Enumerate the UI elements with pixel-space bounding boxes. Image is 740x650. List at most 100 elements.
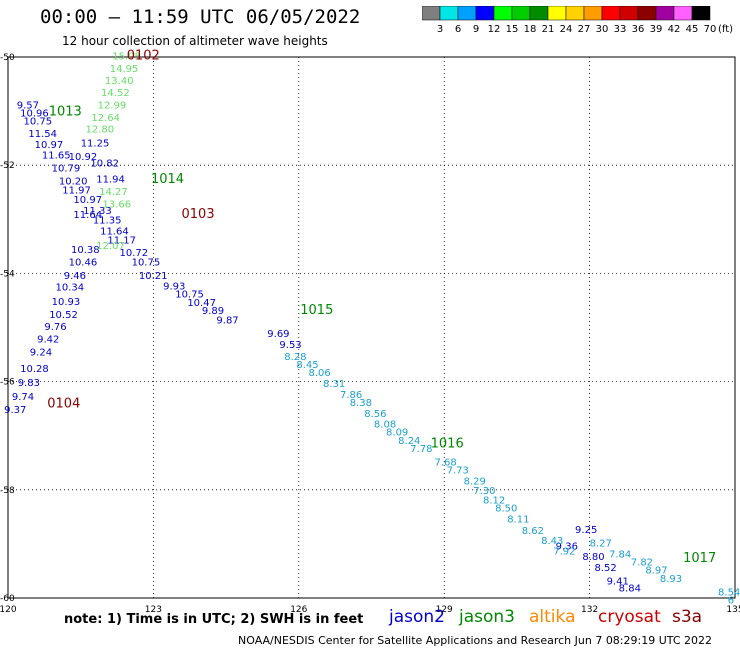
wave-height-label: 10.28 [20,364,49,375]
wave-height-label: 8.97 [645,566,667,577]
wave-height-label: 7.92 [553,547,575,558]
y-tick-label: -52 [0,161,15,171]
wave-height-label: 8.43 [541,536,563,547]
wave-height-label: 8.31 [323,379,345,390]
y-tick-label: -54 [0,269,15,279]
wave-height-label: 7.82 [631,558,653,569]
colorbar-label: 3 [437,24,443,34]
wave-height-label: 15.05 [112,52,141,63]
wave-height-label: 10.79 [52,164,81,175]
colorbar-swatch [691,6,711,21]
colorbar-label: 24 [560,24,573,34]
wave-height-label: 8.12 [483,495,505,506]
wave-height-label: 9.89 [202,306,224,317]
wave-height-label: 8.54 [718,587,740,598]
wave-height-label: 8.84 [619,584,641,595]
colorbar-label: 27 [578,24,591,34]
wave-height-label: 9.76 [44,322,66,333]
chart-subtitle: 12 hour collection of altimeter wave hei… [62,34,328,48]
wave-height-label: 10.47 [187,298,216,309]
x-tick-label: 123 [145,605,162,615]
color-legend: 3 6 9 12 15 18 21 24 27 30 33 36 39 42 45 70 (ft) [422,6,733,34]
wave-height-label: 7.30 [473,486,495,497]
wave-height-label: 11.33 [83,206,112,217]
colorbar-label: 36 [632,24,645,34]
wave-height-label: 12.64 [91,113,120,124]
wave-height-label: 10.93 [52,297,81,308]
wave-height-label: 8.08 [374,420,396,431]
wave-height-label: 10.75 [175,290,204,301]
wave-height-label: 11.97 [62,185,91,196]
wave-height-label: 11.94 [96,175,125,186]
time-label: 0104 [47,397,80,412]
wave-height-label: 8.52 [594,563,616,574]
wave-height-label: 11.64 [100,226,129,237]
wave-height-label: 9.53 [279,340,301,351]
wave-height-label: 9.36 [556,541,578,552]
wave-height-label: 11.25 [81,138,110,149]
wave-height-label: 11.54 [28,129,57,140]
wave-height-label: 7.84 [609,549,631,560]
colorbar-label: 42 [668,24,681,34]
time-label: 0103 [182,207,215,222]
colorbar-label: 18 [524,24,537,34]
wave-height-label: 12.99 [98,100,127,111]
wave-height-label: 9.46 [64,271,86,282]
wave-height-label: 10.72 [119,248,148,259]
wave-height-label: 11.35 [93,216,122,227]
wave-height-label: 9.42 [37,335,59,346]
wave-height-label: 11.65 [42,151,71,162]
legend-jason3: jason3 [459,607,515,627]
credit-line: NOAA/NESDIS Center for Satellite Applica… [238,634,713,647]
colorbar-label: 6 [455,24,461,34]
wave-height-label: 8.09 [386,428,408,439]
wave-height-label: 7.86 [340,390,362,401]
time-label: 1015 [300,303,333,318]
wave-height-label: 14.27 [99,187,128,198]
colorbar-label: 12 [488,24,501,34]
wave-height-label: 12.80 [86,125,115,136]
wave-height-label: 9.87 [216,316,238,327]
wave-height-label: 8.93 [660,574,682,585]
wave-height-label: 12.07 [96,241,125,252]
colorbar-label: 45 [686,24,699,34]
time-label: 1014 [151,172,184,187]
wave-height-label: 9.57 [17,100,39,111]
x-tick-label: 135 [726,605,740,615]
colorbar-label: 30 [596,24,609,34]
wave-height-label: 9.69 [267,329,289,340]
wave-height-label: 7.78 [410,444,432,455]
time-label: 0102 [127,49,160,64]
legend-altika: altika [529,607,576,627]
wave-height-label: 11.17 [107,236,136,247]
wave-height-label: 8.50 [495,503,517,514]
x-tick-label: 120 [0,605,17,615]
colorbar-label: 39 [650,24,663,34]
plot-frame [7,56,736,599]
wave-height-label: 9.74 [12,392,34,403]
wave-height-label: 10.96 [20,109,49,120]
wave-height-label: 9.41 [607,576,629,587]
time-label: 1017 [683,551,716,566]
wave-height-label: 8.80 [582,552,604,563]
y-tick-label: -50 [0,53,15,63]
wave-height-label: 8.56 [364,409,386,420]
wave-height-label: 9.24 [30,348,52,359]
legend-s3a: s3a [672,607,703,627]
wave-height-label: 10.46 [69,257,98,268]
wave-height-label: 14.52 [101,88,130,99]
wave-height-label: 8.45 [296,360,318,371]
legend-cryosat: cryosat [598,607,661,627]
wave-height-label: 8.29 [464,476,486,487]
wave-height-label: 10.82 [90,158,119,169]
colorbar-label: 33 [614,24,627,34]
wave-height-label: 6 [728,595,734,606]
wave-height-label: 7.68 [435,457,457,468]
wave-height-label: 10.97 [73,195,102,206]
wave-height-label: 10.97 [35,140,64,151]
wave-height-label: 8.06 [308,368,330,379]
wave-height-label: 10.75 [24,117,53,128]
wave-height-label: 8.11 [507,514,529,525]
wave-height-label: 9.25 [575,525,597,536]
